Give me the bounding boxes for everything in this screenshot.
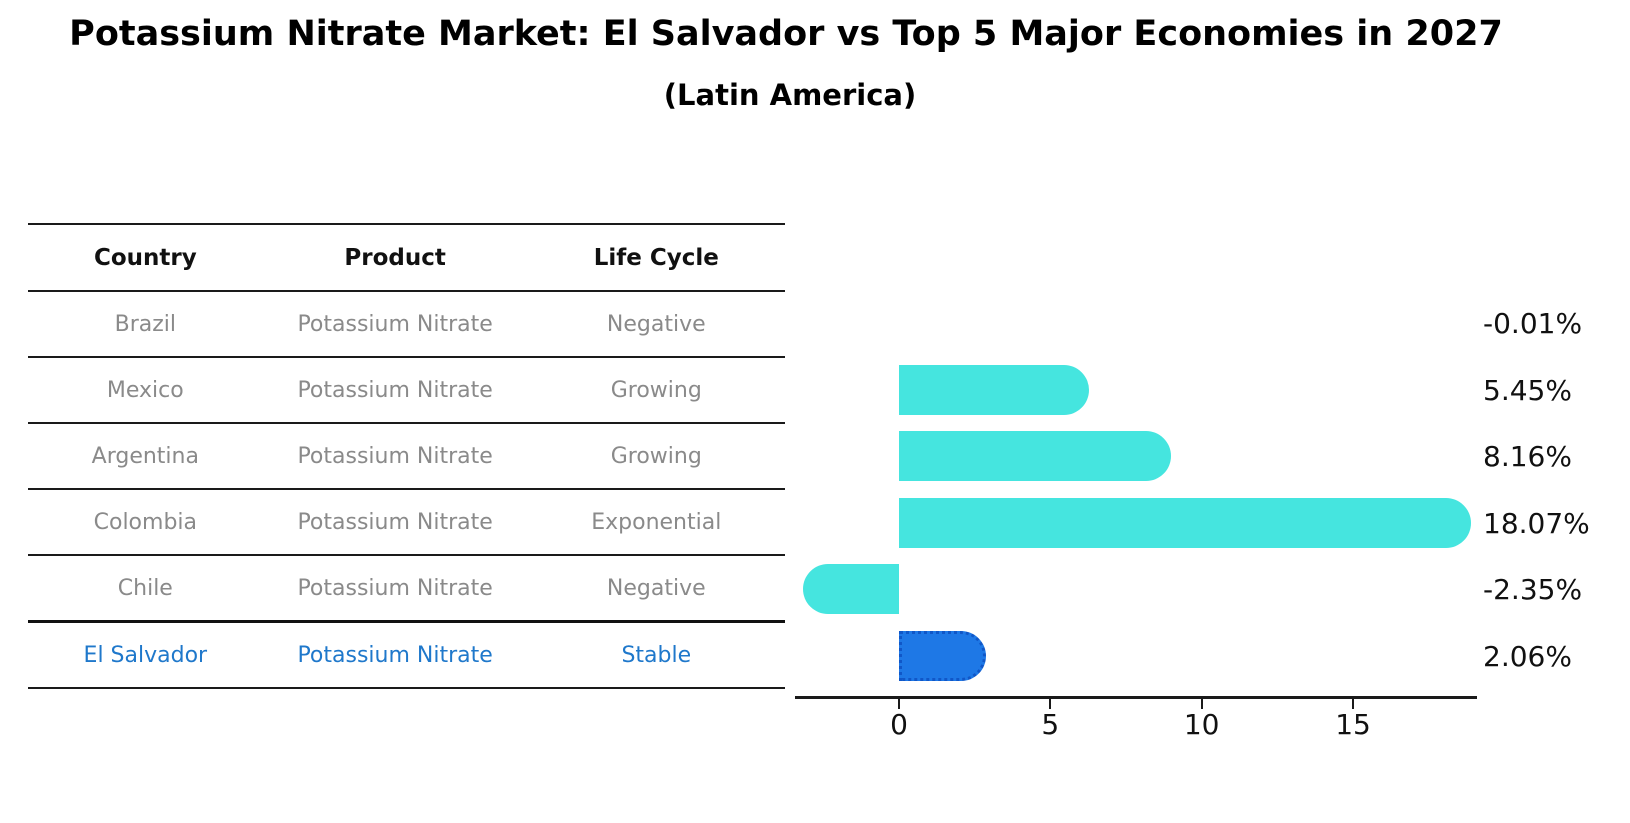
table-cell-life-cycle: Growing <box>610 443 702 469</box>
bar-mexico <box>899 364 1089 415</box>
bar-argentina <box>899 431 1171 482</box>
table-cell-product: Potassium Nitrate <box>297 575 493 601</box>
x-axis-tick-label: 5 <box>1041 708 1060 741</box>
bar-chart <box>795 290 1477 689</box>
x-axis-tick <box>898 699 900 709</box>
column-header-product: Product <box>344 244 446 271</box>
table-cell-country: Brazil <box>114 311 177 337</box>
comparison-table: Country Product Life Cycle Brazil Potassi… <box>28 223 785 689</box>
table-cell-product: Potassium Nitrate <box>297 443 493 469</box>
table-cell-life-cycle: Stable <box>621 642 692 668</box>
table-cell-country: El Salvador <box>83 642 208 668</box>
table-cell-product: Potassium Nitrate <box>297 509 493 535</box>
value-label: -2.35% <box>1483 573 1583 607</box>
bar-highlighted-el-salvador <box>899 630 987 681</box>
table-row: Chile Potassium Nitrate Negative <box>28 556 785 623</box>
x-axis-tick-label: 0 <box>890 708 908 741</box>
value-label: -0.01% <box>1483 307 1583 341</box>
table-cell-life-cycle: Negative <box>606 575 706 601</box>
value-label: 5.45% <box>1483 373 1572 407</box>
x-axis-tick-label: 15 <box>1335 708 1371 741</box>
value-label: 8.16% <box>1483 440 1572 474</box>
bar-chile <box>802 564 899 615</box>
table-cell-life-cycle: Exponential <box>591 509 722 535</box>
bar-colombia <box>899 497 1471 548</box>
table-cell-product: Potassium Nitrate <box>297 377 493 403</box>
column-header-country: Country <box>93 244 197 271</box>
table-header-row: Country Product Life Cycle <box>28 225 785 292</box>
table-cell-life-cycle: Negative <box>606 311 706 337</box>
chart-subtitle: (Latin America) <box>663 78 917 112</box>
x-axis-tick <box>1049 699 1052 709</box>
table-row: Brazil Potassium Nitrate Negative <box>28 292 785 358</box>
table-cell-country: Argentina <box>91 443 199 469</box>
table-row: Colombia Potassium Nitrate Exponential <box>28 490 785 556</box>
table-cell-country: Mexico <box>106 377 184 403</box>
table-row: El Salvador Potassium Nitrate Stable <box>28 623 785 687</box>
x-axis-line <box>795 696 1477 699</box>
table-cell-country: Colombia <box>93 509 198 535</box>
column-header-life-cycle: Life Cycle <box>593 244 719 271</box>
x-axis-tick-label: 10 <box>1183 708 1220 741</box>
table-cell-life-cycle: Growing <box>610 377 702 403</box>
x-axis-tick <box>1200 699 1203 709</box>
table-row: Argentina Potassium Nitrate Growing <box>28 424 785 490</box>
value-label: 2.06% <box>1483 639 1572 673</box>
table-cell-country: Chile <box>117 575 173 601</box>
table-cell-product: Potassium Nitrate <box>297 311 493 337</box>
chart-title: Potassium Nitrate Market: El Salvador vs… <box>69 14 1503 54</box>
table-row: Mexico Potassium Nitrate Growing <box>28 358 785 424</box>
x-axis-tick <box>1352 699 1355 709</box>
value-label: 18.07% <box>1483 506 1590 540</box>
table-cell-product: Potassium Nitrate <box>297 642 493 668</box>
